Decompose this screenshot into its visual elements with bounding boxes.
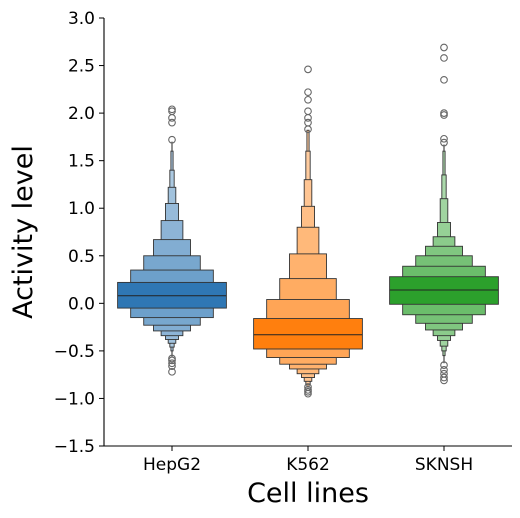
plot-area — [117, 43, 499, 398]
y-tick-label: −0.5 — [54, 342, 95, 362]
outlier-point — [304, 118, 312, 127]
y-tick-label: 0.0 — [68, 294, 95, 314]
outlier-point — [304, 88, 312, 97]
y-tick-label: 2.0 — [68, 104, 95, 124]
boxen-level-0 — [253, 318, 363, 350]
outlier-point — [304, 95, 312, 104]
y-tick-label: −1.5 — [54, 437, 95, 457]
y-tick-label: −1.0 — [54, 389, 95, 409]
y-tick-label: 1.0 — [68, 199, 95, 219]
y-axis-ticks: −1.5 −1.0 −0.5 0.0 0.5 1.0 1.5 2.0 2.5 3.0 — [54, 9, 104, 457]
outlier-point — [440, 373, 448, 382]
outlier-point — [168, 359, 176, 368]
outlier-point — [440, 376, 448, 385]
outlier-point — [304, 107, 312, 116]
outlier-point — [440, 361, 448, 370]
outlier-point — [440, 138, 448, 147]
boxen-hepg2 — [117, 105, 227, 376]
outlier-point — [440, 366, 448, 374]
outlier-point — [304, 65, 312, 74]
outlier-point — [168, 367, 176, 376]
y-tick-label: 2.5 — [68, 57, 95, 77]
outlier-point — [440, 54, 448, 62]
x-tick-label: SKNSH — [415, 455, 473, 475]
x-tick-label: HepG2 — [143, 455, 201, 475]
x-tick-label: K562 — [286, 455, 330, 475]
outlier-point — [440, 43, 448, 52]
y-tick-label: 3.0 — [68, 9, 95, 29]
boxen-k562 — [253, 65, 363, 398]
outlier-point — [304, 125, 312, 134]
x-axis-ticks: HepG2 K562 SKNSH — [143, 446, 473, 475]
outlier-point — [304, 114, 312, 122]
outlier-point — [168, 114, 176, 122]
outlier-point — [168, 118, 176, 127]
outlier-point — [168, 362, 176, 370]
outlier-point — [168, 356, 176, 365]
y-tick-label: 0.5 — [68, 247, 95, 267]
x-axis-label: Cell lines — [247, 478, 369, 509]
boxen-sknsh — [389, 43, 499, 385]
outlier-point — [440, 111, 448, 119]
outlier-point — [168, 135, 176, 144]
outlier-point — [304, 389, 312, 398]
outlier-point — [440, 134, 448, 143]
y-tick-label: 1.5 — [68, 152, 95, 172]
y-axis-label: Activity level — [8, 145, 39, 319]
outlier-point — [440, 75, 448, 84]
